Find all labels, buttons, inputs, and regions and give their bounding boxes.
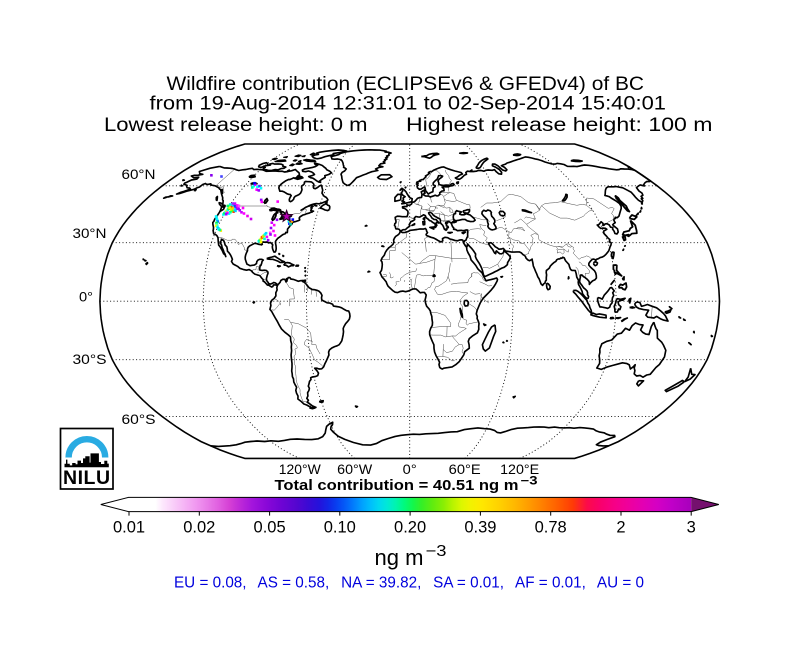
svg-text:60°E: 60°E <box>449 461 481 477</box>
svg-text:0.01: 0.01 <box>113 519 145 537</box>
svg-text:NILU: NILU <box>63 467 111 489</box>
svg-text:−3: −3 <box>426 543 447 560</box>
svg-text:30°S: 30°S <box>73 351 107 367</box>
svg-text:ng m: ng m <box>375 545 424 570</box>
svg-text:120°W: 120°W <box>279 461 322 477</box>
svg-text:60°W: 60°W <box>337 461 373 477</box>
svg-text:Highest release height: 100 m: Highest release height: 100 m <box>406 115 713 136</box>
svg-text:from 19-Aug-2014 12:31:01 to 0: from 19-Aug-2014 12:31:01 to 02-Sep-2014… <box>150 94 667 115</box>
svg-text:0.78: 0.78 <box>535 519 567 537</box>
svg-text:120°E: 120°E <box>500 461 539 477</box>
svg-text:30°N: 30°N <box>73 225 107 241</box>
svg-text:Wildfire contribution (ECLIPSE: Wildfire contribution (ECLIPSEv6 & GFEDv… <box>167 74 645 95</box>
svg-text:60°S: 60°S <box>122 411 156 427</box>
svg-text:0.02: 0.02 <box>183 519 215 537</box>
svg-text:0.20: 0.20 <box>394 519 426 537</box>
svg-text:0.10: 0.10 <box>324 519 356 537</box>
svg-text:60°N: 60°N <box>122 166 156 182</box>
svg-text:Lowest release height: 0 m: Lowest release height: 0 m <box>104 115 368 136</box>
svg-text:EU = 0.08, AS = 0.58, NA = 3: EU = 0.08, AS = 0.58, NA = 39.82, SA = 0… <box>174 575 644 592</box>
svg-text:0°: 0° <box>79 289 93 305</box>
svg-text:0.39: 0.39 <box>464 519 496 537</box>
svg-text:0.05: 0.05 <box>254 519 286 537</box>
svg-text:−3: −3 <box>521 476 538 488</box>
svg-text:0°: 0° <box>403 461 417 477</box>
svg-text:2: 2 <box>616 519 625 537</box>
svg-text:3: 3 <box>687 519 696 537</box>
svg-text:Total contribution = 40.51 ng: Total contribution = 40.51 ng m <box>275 478 519 494</box>
